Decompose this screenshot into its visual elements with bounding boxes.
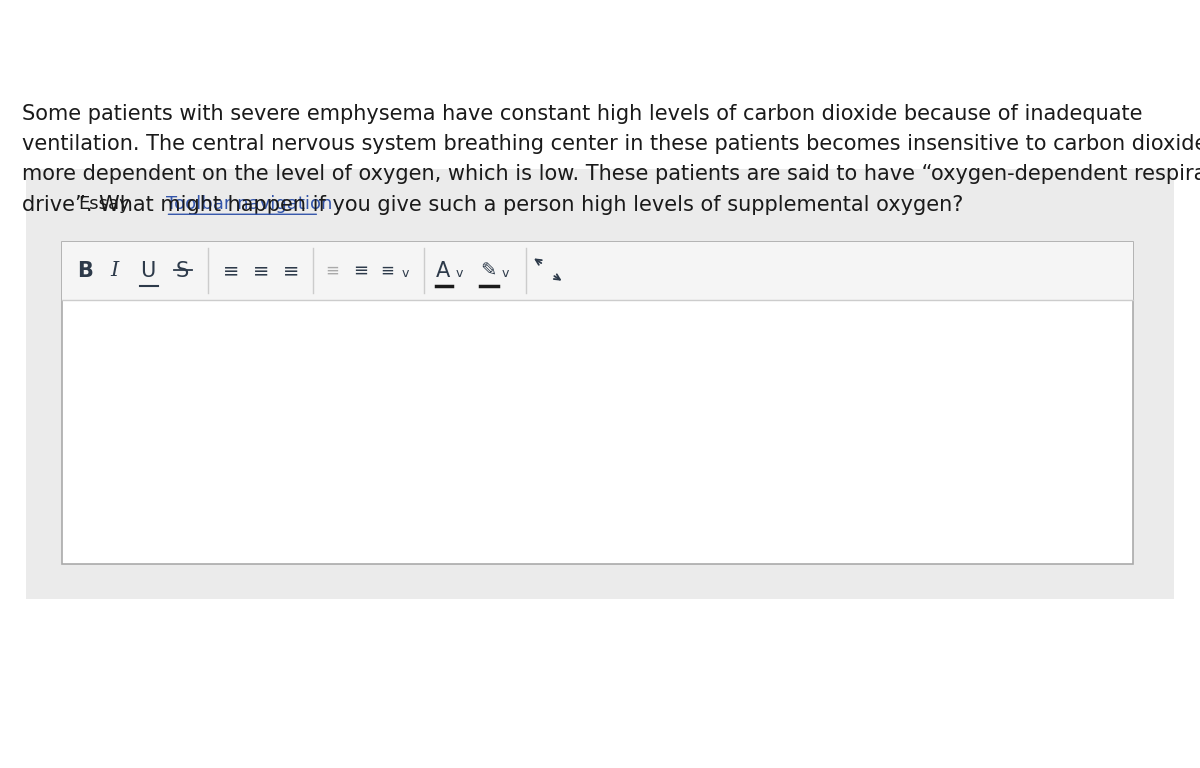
FancyBboxPatch shape [26,169,1174,599]
Text: A: A [436,260,450,281]
Text: Some patients with severe emphysema have constant high levels of carbon dioxide : Some patients with severe emphysema have… [22,104,1200,215]
Text: ✎: ✎ [480,261,497,280]
Text: U: U [140,260,156,281]
Text: ≡: ≡ [253,261,270,280]
Text: ≡: ≡ [353,262,368,280]
Text: ≡: ≡ [283,261,300,280]
Text: v: v [456,266,463,280]
Text: Toolbar navigation: Toolbar navigation [166,194,332,213]
FancyBboxPatch shape [62,242,1133,564]
Text: I: I [110,261,119,280]
Text: v: v [502,266,509,280]
Text: ≡: ≡ [380,262,395,280]
Text: S: S [175,260,188,281]
Text: Essay: Essay [78,194,130,213]
Text: B: B [77,260,92,281]
Text: ≡: ≡ [325,262,340,280]
FancyBboxPatch shape [62,242,1133,300]
Text: ≡: ≡ [223,261,240,280]
Text: v: v [402,266,409,280]
